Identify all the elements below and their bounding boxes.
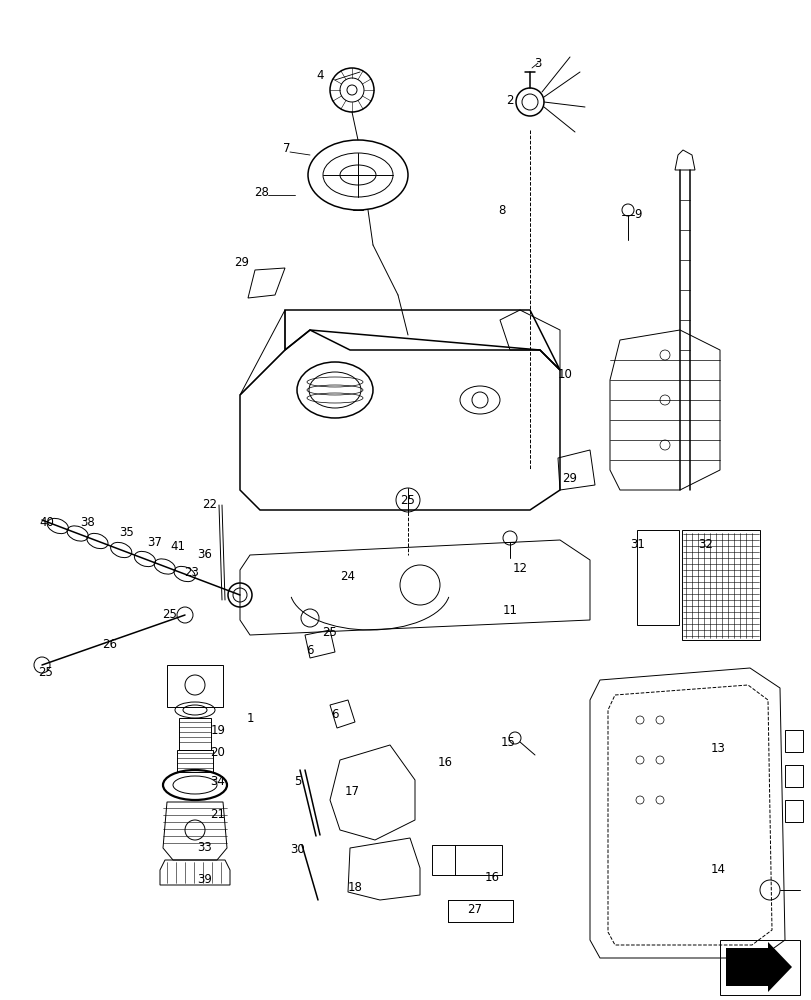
- Text: 14: 14: [710, 863, 724, 876]
- Bar: [719, 940, 799, 995]
- Text: 26: 26: [102, 639, 118, 652]
- Text: 13: 13: [710, 742, 724, 754]
- Bar: [167, 665, 223, 707]
- Text: 40: 40: [40, 516, 54, 528]
- Text: 7: 7: [283, 142, 290, 155]
- Text: 33: 33: [197, 841, 212, 854]
- Text: 34: 34: [210, 775, 225, 788]
- Text: 30: 30: [290, 843, 305, 856]
- Text: 29: 29: [234, 255, 249, 268]
- Text: 19: 19: [210, 724, 225, 736]
- Text: 6: 6: [331, 708, 338, 722]
- Text: 2: 2: [505, 94, 513, 107]
- Text: 21: 21: [210, 808, 225, 821]
- Text: 25: 25: [38, 666, 54, 678]
- Text: 25: 25: [322, 626, 337, 639]
- Text: 24: 24: [340, 570, 355, 584]
- Bar: [431, 845, 501, 875]
- Text: 39: 39: [197, 874, 212, 886]
- Text: 25: 25: [162, 608, 178, 621]
- Bar: [784, 800, 802, 822]
- Bar: [784, 730, 802, 752]
- Text: 38: 38: [80, 516, 95, 528]
- Text: 20: 20: [210, 746, 225, 758]
- Text: 41: 41: [170, 540, 185, 554]
- Text: 1: 1: [246, 712, 253, 724]
- Text: 11: 11: [502, 603, 517, 616]
- Text: 16: 16: [437, 756, 452, 768]
- Text: 37: 37: [148, 536, 162, 548]
- Text: 25: 25: [400, 493, 415, 506]
- Text: 3: 3: [534, 57, 541, 70]
- Bar: [681, 530, 759, 640]
- Bar: [177, 750, 212, 772]
- Polygon shape: [725, 942, 791, 992]
- Bar: [448, 900, 513, 922]
- Text: 28: 28: [255, 186, 269, 198]
- Text: 15: 15: [500, 736, 515, 748]
- Text: 36: 36: [197, 548, 212, 562]
- Text: 27: 27: [467, 903, 482, 916]
- Text: 12: 12: [512, 562, 527, 574]
- Text: 32: 32: [697, 538, 713, 552]
- Text: 8: 8: [498, 204, 505, 217]
- Bar: [178, 718, 211, 750]
- Text: 5: 5: [294, 775, 302, 788]
- Text: 9: 9: [633, 209, 641, 222]
- Text: 18: 18: [347, 881, 362, 894]
- Text: 29: 29: [562, 472, 577, 485]
- Text: 10: 10: [557, 368, 572, 381]
- Bar: [784, 765, 802, 787]
- Text: 4: 4: [315, 69, 324, 82]
- Bar: [636, 530, 678, 625]
- Text: 6: 6: [306, 644, 313, 656]
- Text: 22: 22: [202, 498, 217, 512]
- Text: 16: 16: [484, 871, 499, 884]
- Text: 17: 17: [344, 785, 359, 798]
- Text: 23: 23: [184, 566, 200, 578]
- Text: 35: 35: [119, 526, 134, 538]
- Text: 31: 31: [630, 538, 645, 552]
